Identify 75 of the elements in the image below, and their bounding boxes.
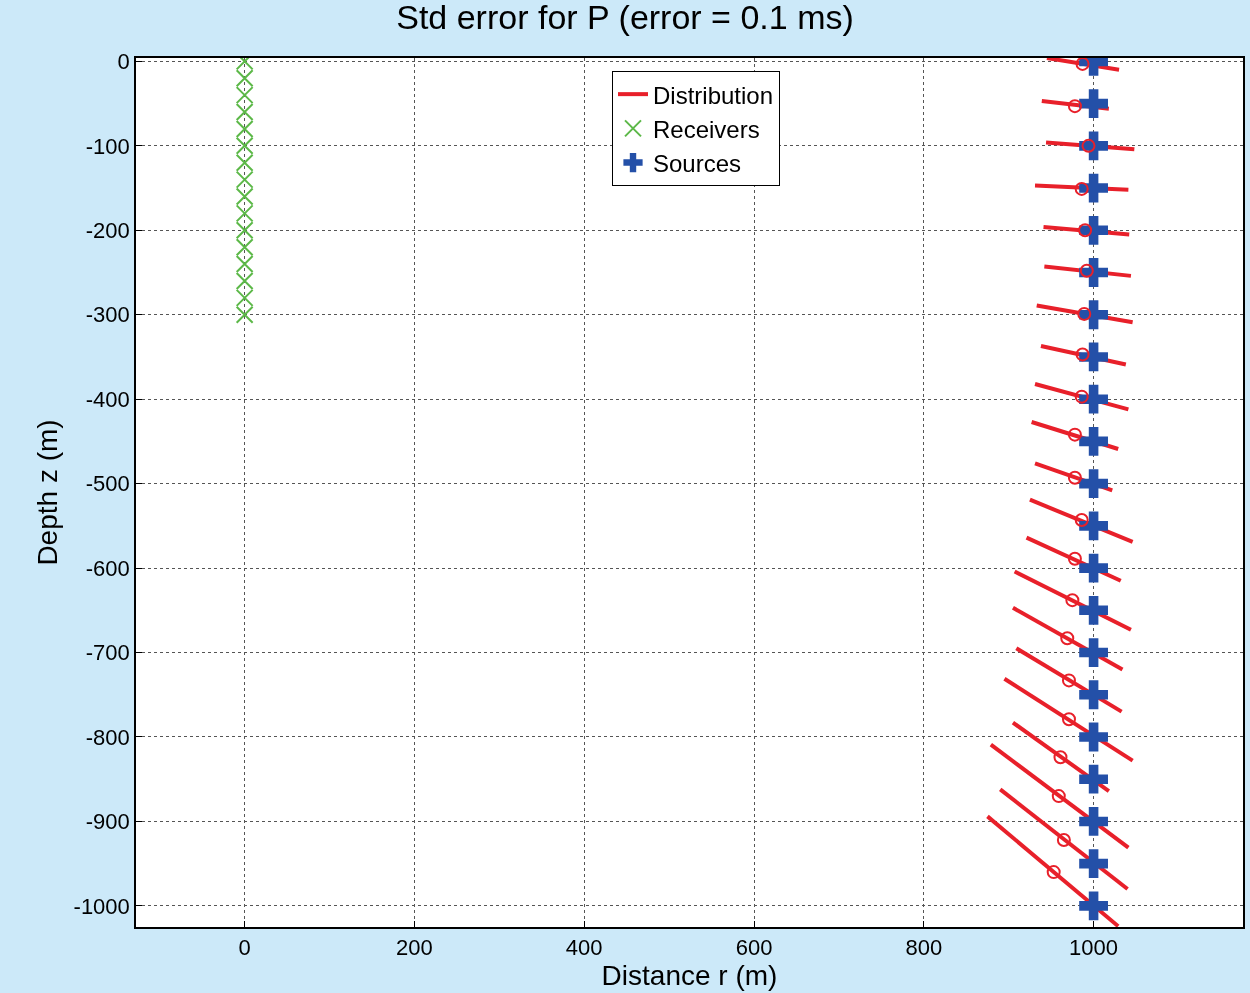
point — [1079, 807, 1108, 836]
point — [1053, 750, 1068, 765]
point — [235, 204, 254, 223]
point — [1079, 384, 1108, 414]
point — [235, 119, 254, 138]
legend-label: Receivers — [653, 115, 760, 143]
point — [235, 238, 254, 257]
point — [1079, 638, 1108, 667]
point — [235, 288, 254, 307]
point — [1065, 593, 1080, 608]
legend-label: Distribution — [653, 81, 774, 109]
point — [235, 103, 254, 122]
point — [1079, 427, 1108, 456]
y-tick-label: 0 — [117, 49, 130, 75]
y-tick-label: -800 — [85, 724, 130, 750]
point — [1079, 215, 1108, 245]
point — [1067, 470, 1082, 485]
point — [1079, 342, 1108, 372]
point — [1067, 427, 1082, 442]
x-tick-label: 200 — [396, 935, 433, 961]
point — [1077, 306, 1092, 321]
point — [1079, 469, 1108, 499]
point — [1067, 99, 1082, 114]
point — [1056, 833, 1071, 848]
point — [235, 69, 254, 88]
point — [1046, 865, 1061, 880]
x-tick-label: 800 — [905, 935, 943, 961]
point — [235, 153, 254, 172]
point — [235, 170, 254, 189]
y-tick-label: -100 — [85, 133, 130, 159]
point — [1079, 89, 1108, 118]
point — [235, 305, 254, 324]
point — [1079, 891, 1108, 921]
x-tick-label: 400 — [565, 935, 603, 961]
y-tick-label: -400 — [85, 386, 130, 412]
y-tick-label: -1000 — [73, 893, 130, 919]
point — [235, 86, 254, 105]
point — [1079, 173, 1108, 203]
point — [1075, 58, 1090, 71]
y-tick-label: -500 — [85, 471, 130, 497]
point — [1079, 764, 1108, 794]
y-tick-label: -900 — [85, 809, 130, 835]
point — [1061, 673, 1076, 688]
x-tick-label: 600 — [735, 935, 773, 961]
point — [1079, 300, 1108, 330]
point — [1060, 631, 1075, 646]
y-axis-title: Depth z (m) — [31, 419, 63, 566]
x-axis-title: Distance r (m) — [601, 960, 778, 992]
point — [1075, 347, 1090, 362]
point — [1074, 389, 1089, 404]
point — [235, 255, 254, 274]
point — [1074, 512, 1089, 527]
y-tick-label: -200 — [85, 217, 130, 243]
point — [1079, 595, 1108, 625]
point — [1079, 511, 1108, 541]
point — [1051, 789, 1066, 804]
y-tick-label: -700 — [85, 640, 130, 666]
y-tick-label: -600 — [85, 555, 130, 581]
chart-title: Std error for P (error = 0.1 ms) — [396, 0, 854, 36]
point — [1079, 680, 1108, 710]
legend-label: Sources — [653, 149, 742, 177]
point — [235, 221, 254, 240]
point — [235, 271, 254, 290]
y-tick-label: -300 — [85, 302, 130, 328]
point — [1074, 181, 1089, 196]
point — [1079, 722, 1108, 752]
x-tick-label: 1000 — [1069, 935, 1119, 961]
point — [1079, 553, 1108, 583]
point — [235, 187, 254, 206]
x-tick-label: 0 — [238, 935, 251, 961]
point — [1067, 551, 1082, 566]
point — [1061, 712, 1076, 727]
point — [1078, 223, 1093, 238]
point — [235, 136, 254, 155]
point — [1079, 849, 1108, 879]
